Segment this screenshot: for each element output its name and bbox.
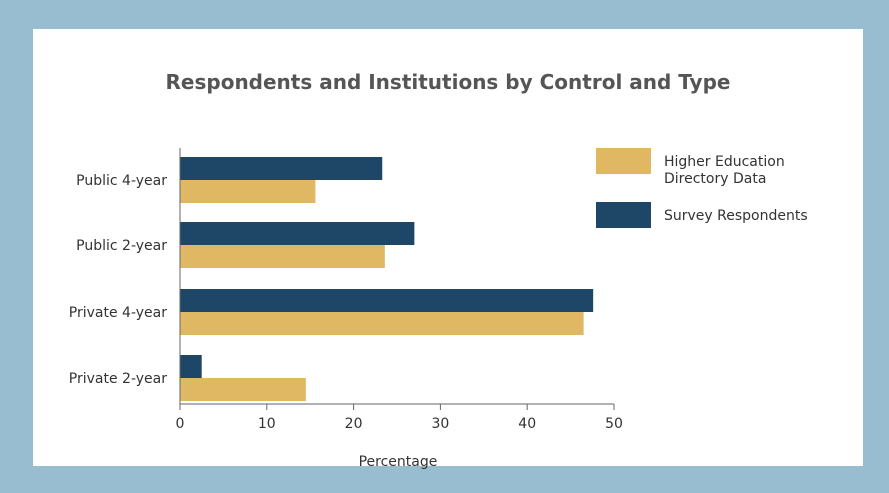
- x-tick-label: 0: [176, 416, 185, 432]
- legend-label-line: Survey Respondents: [664, 208, 808, 224]
- legend-label-survey-respondents: Survey Respondents: [664, 208, 808, 224]
- x-tick-label: 10: [258, 416, 276, 432]
- bar-higher-education-directory-data-public-4-year: [180, 180, 316, 203]
- bar-higher-education-directory-data-private-4-year: [180, 312, 584, 335]
- legend-swatch-higher-education-directory-data: [596, 148, 651, 174]
- x-tick-label: 40: [518, 416, 536, 432]
- y-tick-label: Private 4-year: [69, 305, 167, 321]
- bar-survey-respondents-private-2-year: [180, 355, 202, 378]
- bar-survey-respondents-public-2-year: [180, 222, 415, 245]
- y-tick-label: Private 2-year: [69, 371, 167, 387]
- legend-label-higher-education-directory-data: Higher Education Directory Data: [664, 154, 785, 187]
- x-tick-label: 20: [345, 416, 363, 432]
- bar-survey-respondents-private-4-year: [180, 289, 594, 312]
- chart-title: Respondents and Institutions by Control …: [165, 70, 731, 94]
- legend: Higher Education Directory Data Survey Res…: [596, 148, 808, 228]
- y-tick-label: Public 4-year: [76, 173, 167, 189]
- x-axis-title: Percentage: [359, 454, 438, 470]
- legend-label-line: Directory Data: [664, 171, 766, 187]
- bar-higher-education-directory-data-private-2-year: [180, 378, 306, 401]
- bar-higher-education-directory-data-public-2-year: [180, 245, 385, 268]
- legend-label-line: Higher Education: [664, 154, 785, 170]
- x-tick-label: 50: [605, 416, 623, 432]
- plot-area: Public 4-year Public 2-year Private 4-year…: [69, 148, 623, 432]
- bar-survey-respondents-public-4-year: [180, 157, 383, 180]
- chart-panel: Respondents and Institutions by Control …: [33, 29, 863, 466]
- y-tick-label: Public 2-year: [76, 238, 167, 254]
- x-tick-label: 30: [431, 416, 449, 432]
- legend-swatch-survey-respondents: [596, 202, 651, 228]
